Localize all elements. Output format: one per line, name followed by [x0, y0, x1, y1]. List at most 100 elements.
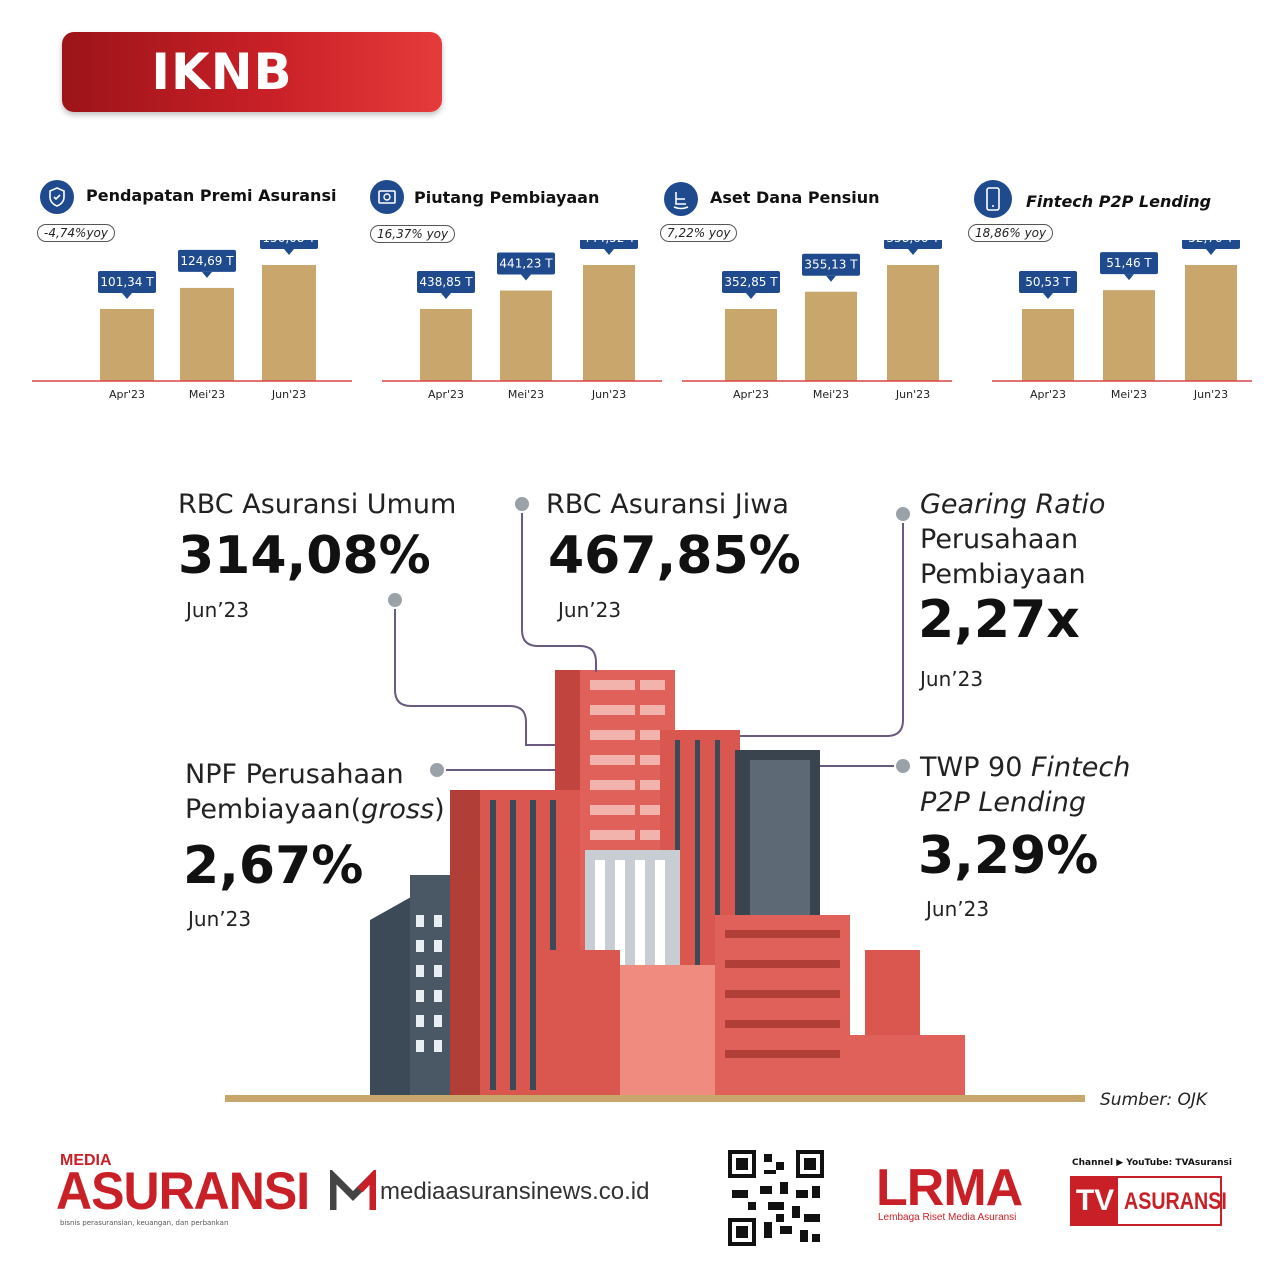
- value-label-pointer: [604, 249, 614, 255]
- value-label-pointer: [826, 275, 836, 282]
- value-label-box: [260, 240, 318, 249]
- bar: [100, 309, 154, 381]
- bar: [725, 309, 777, 381]
- value-label-pointer: [1124, 274, 1134, 281]
- value-label-box: [98, 271, 156, 293]
- chart-title: Aset Dana Pensiun: [710, 188, 880, 207]
- value-label-box: [580, 240, 638, 249]
- tv-logo-mark: TV: [1072, 1178, 1118, 1224]
- bar: [262, 265, 316, 381]
- media-asuransi-tagline: bisnis perasuransian, keuangan, dan perb…: [60, 1219, 229, 1227]
- chart-title: Fintech P2P Lending: [1026, 192, 1212, 211]
- rbc-umum-value: 314,08%: [178, 526, 431, 586]
- bar: [500, 290, 552, 381]
- media-asuransi-logo: ASURANSI: [56, 1161, 310, 1221]
- tick-label: Jun'23: [271, 388, 306, 401]
- tick-label: Apr'23: [733, 388, 769, 401]
- data-label: 441,23 T: [499, 257, 553, 271]
- value-label-pointer: [1206, 249, 1216, 255]
- value-label-box: [802, 253, 860, 276]
- rbc-jiwa-value: 467,85%: [548, 526, 801, 586]
- city-buildings-illustration: [225, 670, 1085, 1102]
- data-label: 444,52 T: [582, 240, 636, 245]
- page-title: IKNB: [151, 43, 293, 101]
- bar: [1022, 309, 1074, 381]
- rbc-jiwa-label: RBC Asuransi Jiwa: [546, 489, 789, 520]
- value-label-pointer: [122, 293, 132, 299]
- data-label: 51,46 T: [1106, 256, 1152, 270]
- gearing-value: 2,27x: [918, 590, 1080, 650]
- tick-label: Mei'23: [813, 388, 849, 401]
- twp-label: P2P Lending: [920, 787, 1086, 818]
- bar: [583, 265, 635, 381]
- value-label-pointer: [284, 249, 294, 255]
- value-label-pointer: [1043, 293, 1053, 299]
- gearing-label: Gearing Ratio: [920, 489, 1106, 520]
- twp-label: TWP 90 Fintech: [920, 752, 1131, 783]
- value-label-box: [1100, 252, 1158, 275]
- bar: [887, 265, 939, 381]
- source-note: Sumber: OJK: [1100, 1090, 1208, 1110]
- rocking-chair-icon: [664, 182, 698, 216]
- npf-label: NPF Perusahaan: [185, 759, 404, 790]
- yoy-badge: 18,86% yoy: [968, 224, 1054, 242]
- value-label-pointer: [908, 249, 918, 255]
- twp-value: 3,29%: [918, 826, 1099, 886]
- npf-date: Jun’23: [188, 907, 252, 931]
- yoy-badge: 7,22% yoy: [660, 224, 738, 242]
- gearing-date: Jun’23: [920, 667, 984, 691]
- value-label-pointer: [521, 274, 531, 281]
- qr-code-icon[interactable]: [728, 1150, 824, 1246]
- value-label-box: [497, 252, 555, 275]
- yoy-badge: 16,37% yoy: [370, 225, 456, 243]
- data-label: 355,13 T: [804, 258, 858, 272]
- value-label-box: [1019, 271, 1077, 293]
- money-icon: [370, 180, 404, 214]
- data-label: 438,85 T: [419, 275, 473, 289]
- rbc-jiwa-date: Jun’23: [558, 598, 622, 622]
- bar: [1185, 265, 1237, 381]
- value-label-box: [178, 249, 236, 272]
- data-label: 358,66 T: [886, 240, 940, 245]
- yoy-badge: -4,74%yoy: [37, 224, 115, 242]
- bar: [420, 309, 472, 381]
- data-label: 150,08 T: [262, 240, 316, 245]
- tv-asuransi-text: ASURANSI: [1124, 1188, 1227, 1215]
- bar-chart: 352,85 T Apr'23 355,13 T Mei'23 358,66 T Jun'…: [682, 240, 952, 401]
- chart-title: Pendapatan Premi Asuransi: [86, 186, 337, 205]
- tick-label: Mei'23: [508, 388, 544, 401]
- bar: [180, 287, 234, 381]
- bar: [1103, 290, 1155, 381]
- value-label-box: [1182, 240, 1240, 249]
- shield-hand-icon: [40, 180, 74, 214]
- m-logo-icon: [330, 1170, 376, 1210]
- twp-date: Jun’23: [926, 897, 990, 921]
- tick-label: Jun'23: [1193, 388, 1228, 401]
- value-label-pointer: [202, 271, 212, 278]
- value-label-box: [884, 240, 942, 249]
- gearing-label: Perusahaan: [920, 524, 1079, 555]
- bar-chart: 101,34 T Apr'23 124,69 T Mei'23 150,08 T Jun'…: [32, 240, 352, 401]
- rbc-umum-label: RBC Asuransi Umum: [178, 489, 457, 520]
- smartphone-icon: [974, 180, 1012, 218]
- rbc-umum-date: Jun’23: [186, 598, 250, 622]
- tick-label: Apr'23: [428, 388, 464, 401]
- data-label: 101,34 T: [100, 275, 154, 289]
- lrma-subtitle: Lembaga Riset Media Asuransi: [878, 1212, 1017, 1223]
- npf-value: 2,67%: [183, 836, 364, 896]
- news-url[interactable]: mediaasuransinews.co.id: [380, 1178, 650, 1205]
- tick-label: Mei'23: [189, 388, 225, 401]
- data-label: 352,85 T: [724, 275, 778, 289]
- npf-label: Pembiayaan(gross): [185, 794, 445, 825]
- value-label-pointer: [441, 293, 451, 299]
- tick-label: Apr'23: [1030, 388, 1066, 401]
- bar-chart: 50,53 T Apr'23 51,46 T Mei'23 52,70 T Jun'23: [992, 240, 1252, 401]
- data-label: 124,69 T: [180, 254, 234, 268]
- tick-label: Apr'23: [109, 388, 145, 401]
- gearing-label: Pembiayaan: [920, 559, 1086, 590]
- media-asuransi-logo-small: MEDIA: [60, 1152, 112, 1169]
- bar: [805, 291, 857, 381]
- tick-label: Jun'23: [895, 388, 930, 401]
- data-label: 52,70 T: [1188, 240, 1234, 245]
